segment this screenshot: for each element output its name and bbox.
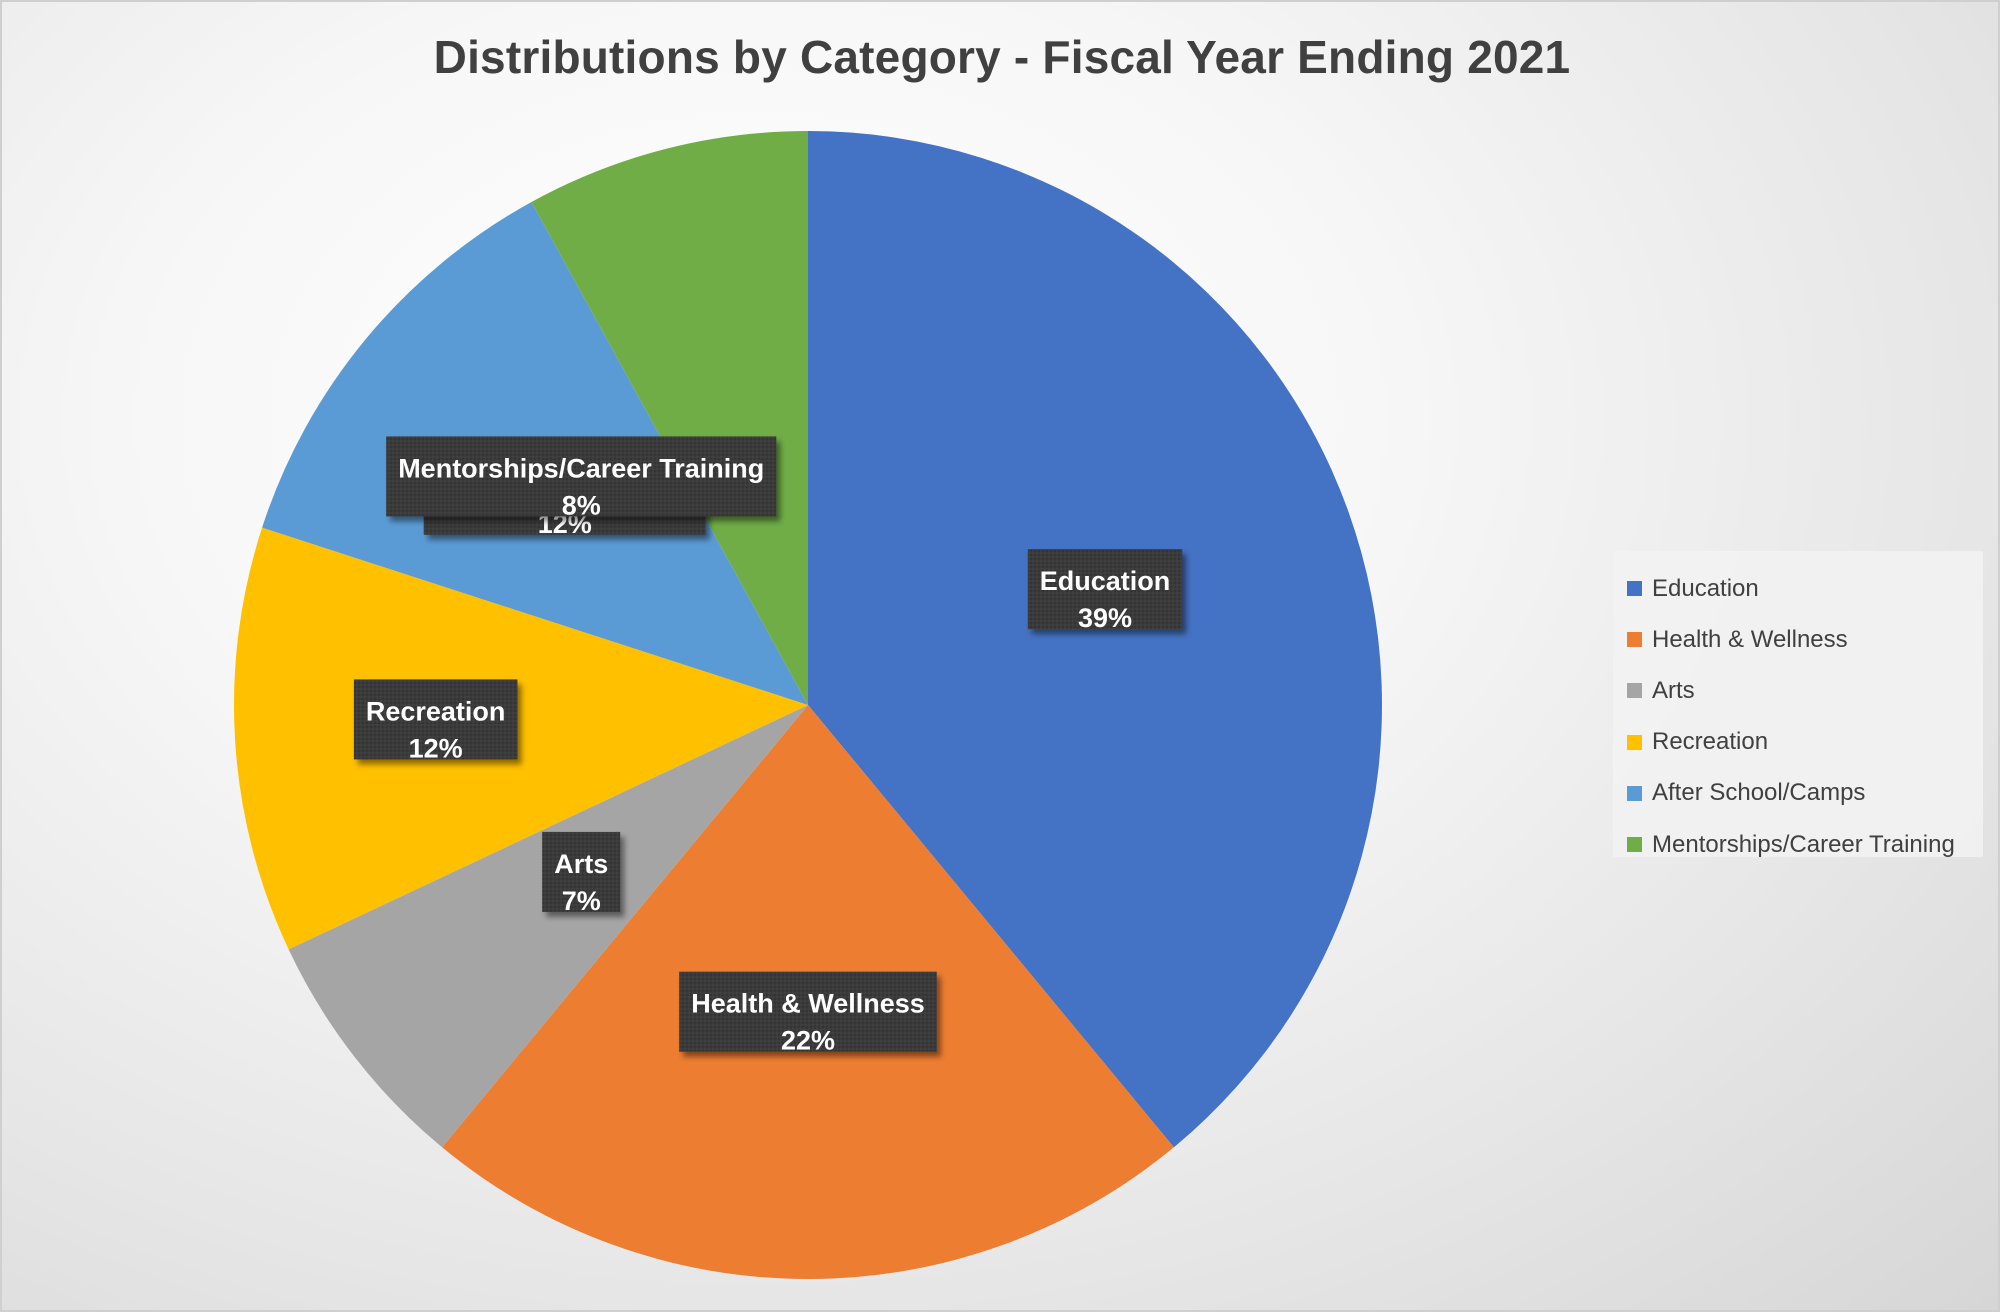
data-label-category: Mentorships/Career Training <box>398 453 764 483</box>
legend-item-health-wellness: Health & Wellness <box>1627 614 1983 665</box>
data-label-box <box>679 971 937 1052</box>
slice-recreation <box>233 527 809 950</box>
data-label-box <box>1027 549 1183 630</box>
legend-item-mentorships-career-training: Mentorships/Career Training <box>1627 819 1983 870</box>
chart-title: Distributions by Category - Fiscal Year … <box>433 31 1571 83</box>
legend-swatch <box>1627 785 1642 801</box>
data-labels: Education 39% Health & Wellness 22% Arts 7% Re… <box>353 436 1183 1056</box>
data-label-category: Recreation <box>366 696 506 726</box>
legend-swatch <box>1627 632 1642 648</box>
data-label-mentorships-career-training: Mentorships/Career Training 8% <box>386 436 777 520</box>
slice-education <box>808 131 1382 1148</box>
data-label-category: Education <box>1040 566 1171 596</box>
data-label-education: Education 39% <box>1027 549 1183 633</box>
legend-item-arts: Arts <box>1627 665 1983 716</box>
data-label-recreation: Recreation 12% <box>353 679 518 763</box>
data-label-value: 39% <box>1078 603 1132 633</box>
slice-mentorships-career-training <box>531 131 808 705</box>
legend-item-after-school-camps: After School/Camps <box>1627 768 1983 819</box>
legend-item-recreation: Recreation <box>1627 717 1983 768</box>
data-label-value: 12% <box>409 733 463 763</box>
legend-swatch <box>1627 581 1642 597</box>
legend-label: Education <box>1652 574 1759 602</box>
data-label-category: Health & Wellness <box>691 989 925 1019</box>
data-label-box <box>353 679 518 760</box>
legend-swatch <box>1627 734 1642 750</box>
legend-label: Recreation <box>1652 728 1769 756</box>
data-label-value: 8% <box>562 490 601 520</box>
legend-swatch <box>1627 683 1642 699</box>
data-label-category: Arts <box>554 849 608 879</box>
data-label-value: 7% <box>562 886 601 916</box>
legend-label: Mentorships/Career Training <box>1652 830 1955 858</box>
legend-label: Health & Wellness <box>1652 625 1848 653</box>
legend-label: After School/Camps <box>1652 779 1866 807</box>
data-label-box <box>542 831 621 912</box>
legend: Education Health & Wellness Arts Recreation… <box>1613 551 1983 858</box>
legend-item-education: Education <box>1627 563 1983 614</box>
data-label-health-wellness: Health & Wellness 22% <box>679 971 937 1056</box>
data-label-value: 22% <box>781 1026 835 1056</box>
data-label-arts: Arts 7% <box>542 831 621 916</box>
legend-swatch <box>1627 837 1642 853</box>
slice-arts <box>288 705 808 1148</box>
legend-label: Arts <box>1652 676 1695 704</box>
data-label-box <box>386 436 777 517</box>
